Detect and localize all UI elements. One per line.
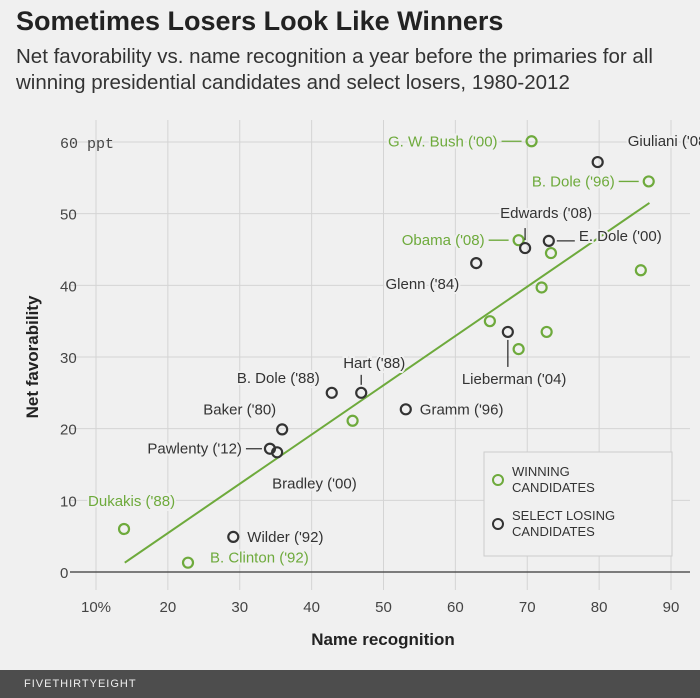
chart-subtitle: Net favorability vs. name recognition a …	[16, 45, 653, 94]
legend-label: SELECT LOSING	[512, 508, 615, 523]
winning-candidate-point	[535, 281, 548, 294]
point-label: Bradley ('00)	[272, 475, 357, 492]
losing-candidate-point	[355, 386, 368, 399]
x-tick-label: 70	[519, 599, 536, 616]
y-tick-label: 30	[60, 350, 77, 367]
point-label: B. Dole ('96)	[532, 173, 615, 190]
point-label: Gramm ('96)	[420, 401, 504, 418]
x-tick-label: 40	[303, 599, 320, 616]
y-tick-label: 0	[60, 565, 68, 582]
winning-candidate-point	[540, 325, 553, 339]
y-tick-label: 10	[60, 493, 77, 510]
point-label: Obama ('08)	[402, 232, 485, 249]
losing-candidate-point	[325, 386, 338, 399]
losing-candidate-point	[470, 257, 483, 270]
point-label: Lieberman ('04)	[462, 371, 567, 388]
x-tick-label: 60	[447, 599, 464, 616]
winning-candidate-point	[525, 135, 538, 148]
legend-marker	[492, 518, 504, 530]
winning-candidate-point	[544, 246, 558, 260]
losing-candidate-point	[518, 241, 532, 255]
losing-candidate-point	[399, 403, 412, 416]
x-tick-label: 90	[663, 599, 680, 616]
x-tick-label: 30	[231, 599, 248, 616]
y-tick-label: 20	[60, 422, 77, 439]
point-label: Pawlenty ('12)	[147, 441, 242, 458]
point-label: Edwards ('08)	[500, 205, 592, 222]
point-label: E. Dole ('00)	[579, 228, 662, 245]
x-tick-label: 80	[591, 599, 608, 616]
point-label: Glenn ('84)	[385, 276, 459, 293]
losing-candidate-point	[542, 234, 555, 247]
legend-marker	[492, 474, 504, 486]
losing-candidate-point	[591, 155, 604, 169]
point-label: Giuliani ('08)	[628, 133, 700, 150]
x-tick-label: 20	[160, 599, 177, 616]
winning-candidate-point	[346, 414, 359, 427]
point-label: Dukakis ('88)	[88, 493, 175, 510]
y-tick-label: 40	[60, 278, 77, 295]
legend-label: CANDIDATES	[512, 524, 595, 539]
losing-candidate-point	[271, 446, 284, 459]
winning-candidate-point	[117, 522, 131, 536]
point-label: B. Dole ('88)	[237, 370, 320, 387]
trend-line	[124, 202, 651, 564]
brand-logo: FIVETHIRTYEIGHT	[24, 678, 137, 690]
point-label: G. W. Bush ('00)	[388, 133, 498, 150]
y-axis-label: Net favorability	[23, 295, 42, 418]
winning-candidate-point	[634, 264, 647, 277]
footer: FIVETHIRTYEIGHT	[0, 670, 700, 698]
point-label: Wilder ('92)	[247, 529, 323, 546]
x-tick-label: 10%	[81, 599, 111, 616]
x-axis-label: Name recognition	[311, 630, 455, 649]
winning-candidate-point	[512, 343, 525, 356]
winning-candidate-point	[512, 234, 525, 247]
winning-candidate-point	[483, 315, 496, 328]
y-tick-label: 60 ppt	[60, 136, 114, 153]
scatter-chart: 10% 20 30 40 50 60 70 80 90 0 10 20 30 40 50 60 ppt Name…	[23, 120, 700, 649]
losing-candidate-point	[227, 530, 240, 543]
point-label: Baker ('80)	[203, 401, 276, 418]
point-label: Hart ('88)	[343, 355, 405, 372]
x-tick-label: 50	[375, 599, 392, 616]
chart-title: Sometimes Losers Look Like Winners	[16, 6, 504, 36]
y-tick-label: 50	[60, 207, 77, 224]
winning-candidate-point	[642, 175, 655, 188]
legend-label: WINNING	[512, 464, 570, 479]
legend-box	[483, 451, 673, 557]
legend-label: CANDIDATES	[512, 480, 595, 495]
winning-candidate-point	[181, 556, 195, 569]
losing-candidate-point	[501, 325, 514, 339]
point-label: B. Clinton ('92)	[210, 550, 309, 567]
losing-candidate-point	[276, 423, 289, 436]
